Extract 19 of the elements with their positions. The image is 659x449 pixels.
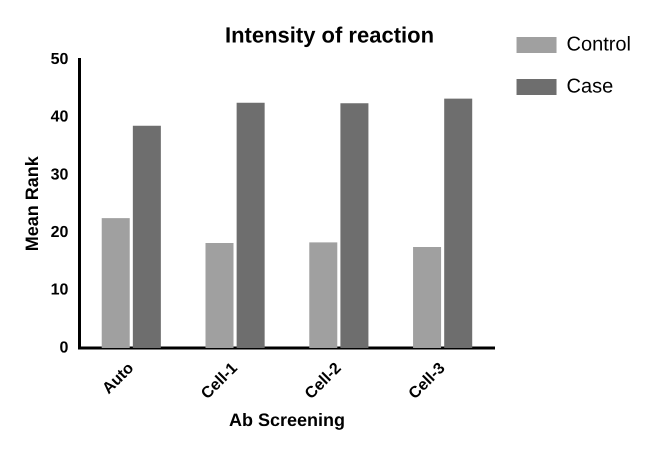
bar [309, 242, 338, 348]
y-axis-title: Mean Rank [22, 155, 42, 252]
x-axis-title: Ab Screening [228, 410, 345, 430]
legend-label: Control [566, 34, 632, 56]
bar [413, 247, 442, 348]
y-tick-label: 50 [50, 50, 68, 68]
bar [102, 218, 130, 348]
bar [340, 103, 368, 348]
y-tick-label: 20 [50, 224, 68, 241]
bar [132, 126, 161, 348]
bar [444, 98, 472, 348]
y-tick-label: 30 [50, 166, 68, 184]
bar [205, 242, 234, 348]
y-tick-label: 0 [59, 339, 68, 356]
bar [236, 102, 265, 348]
legend-label: Case [566, 76, 614, 98]
chart-title: Intensity of reaction [224, 22, 434, 48]
y-tick-label: 40 [50, 108, 68, 126]
y-tick-label: 10 [50, 282, 68, 299]
